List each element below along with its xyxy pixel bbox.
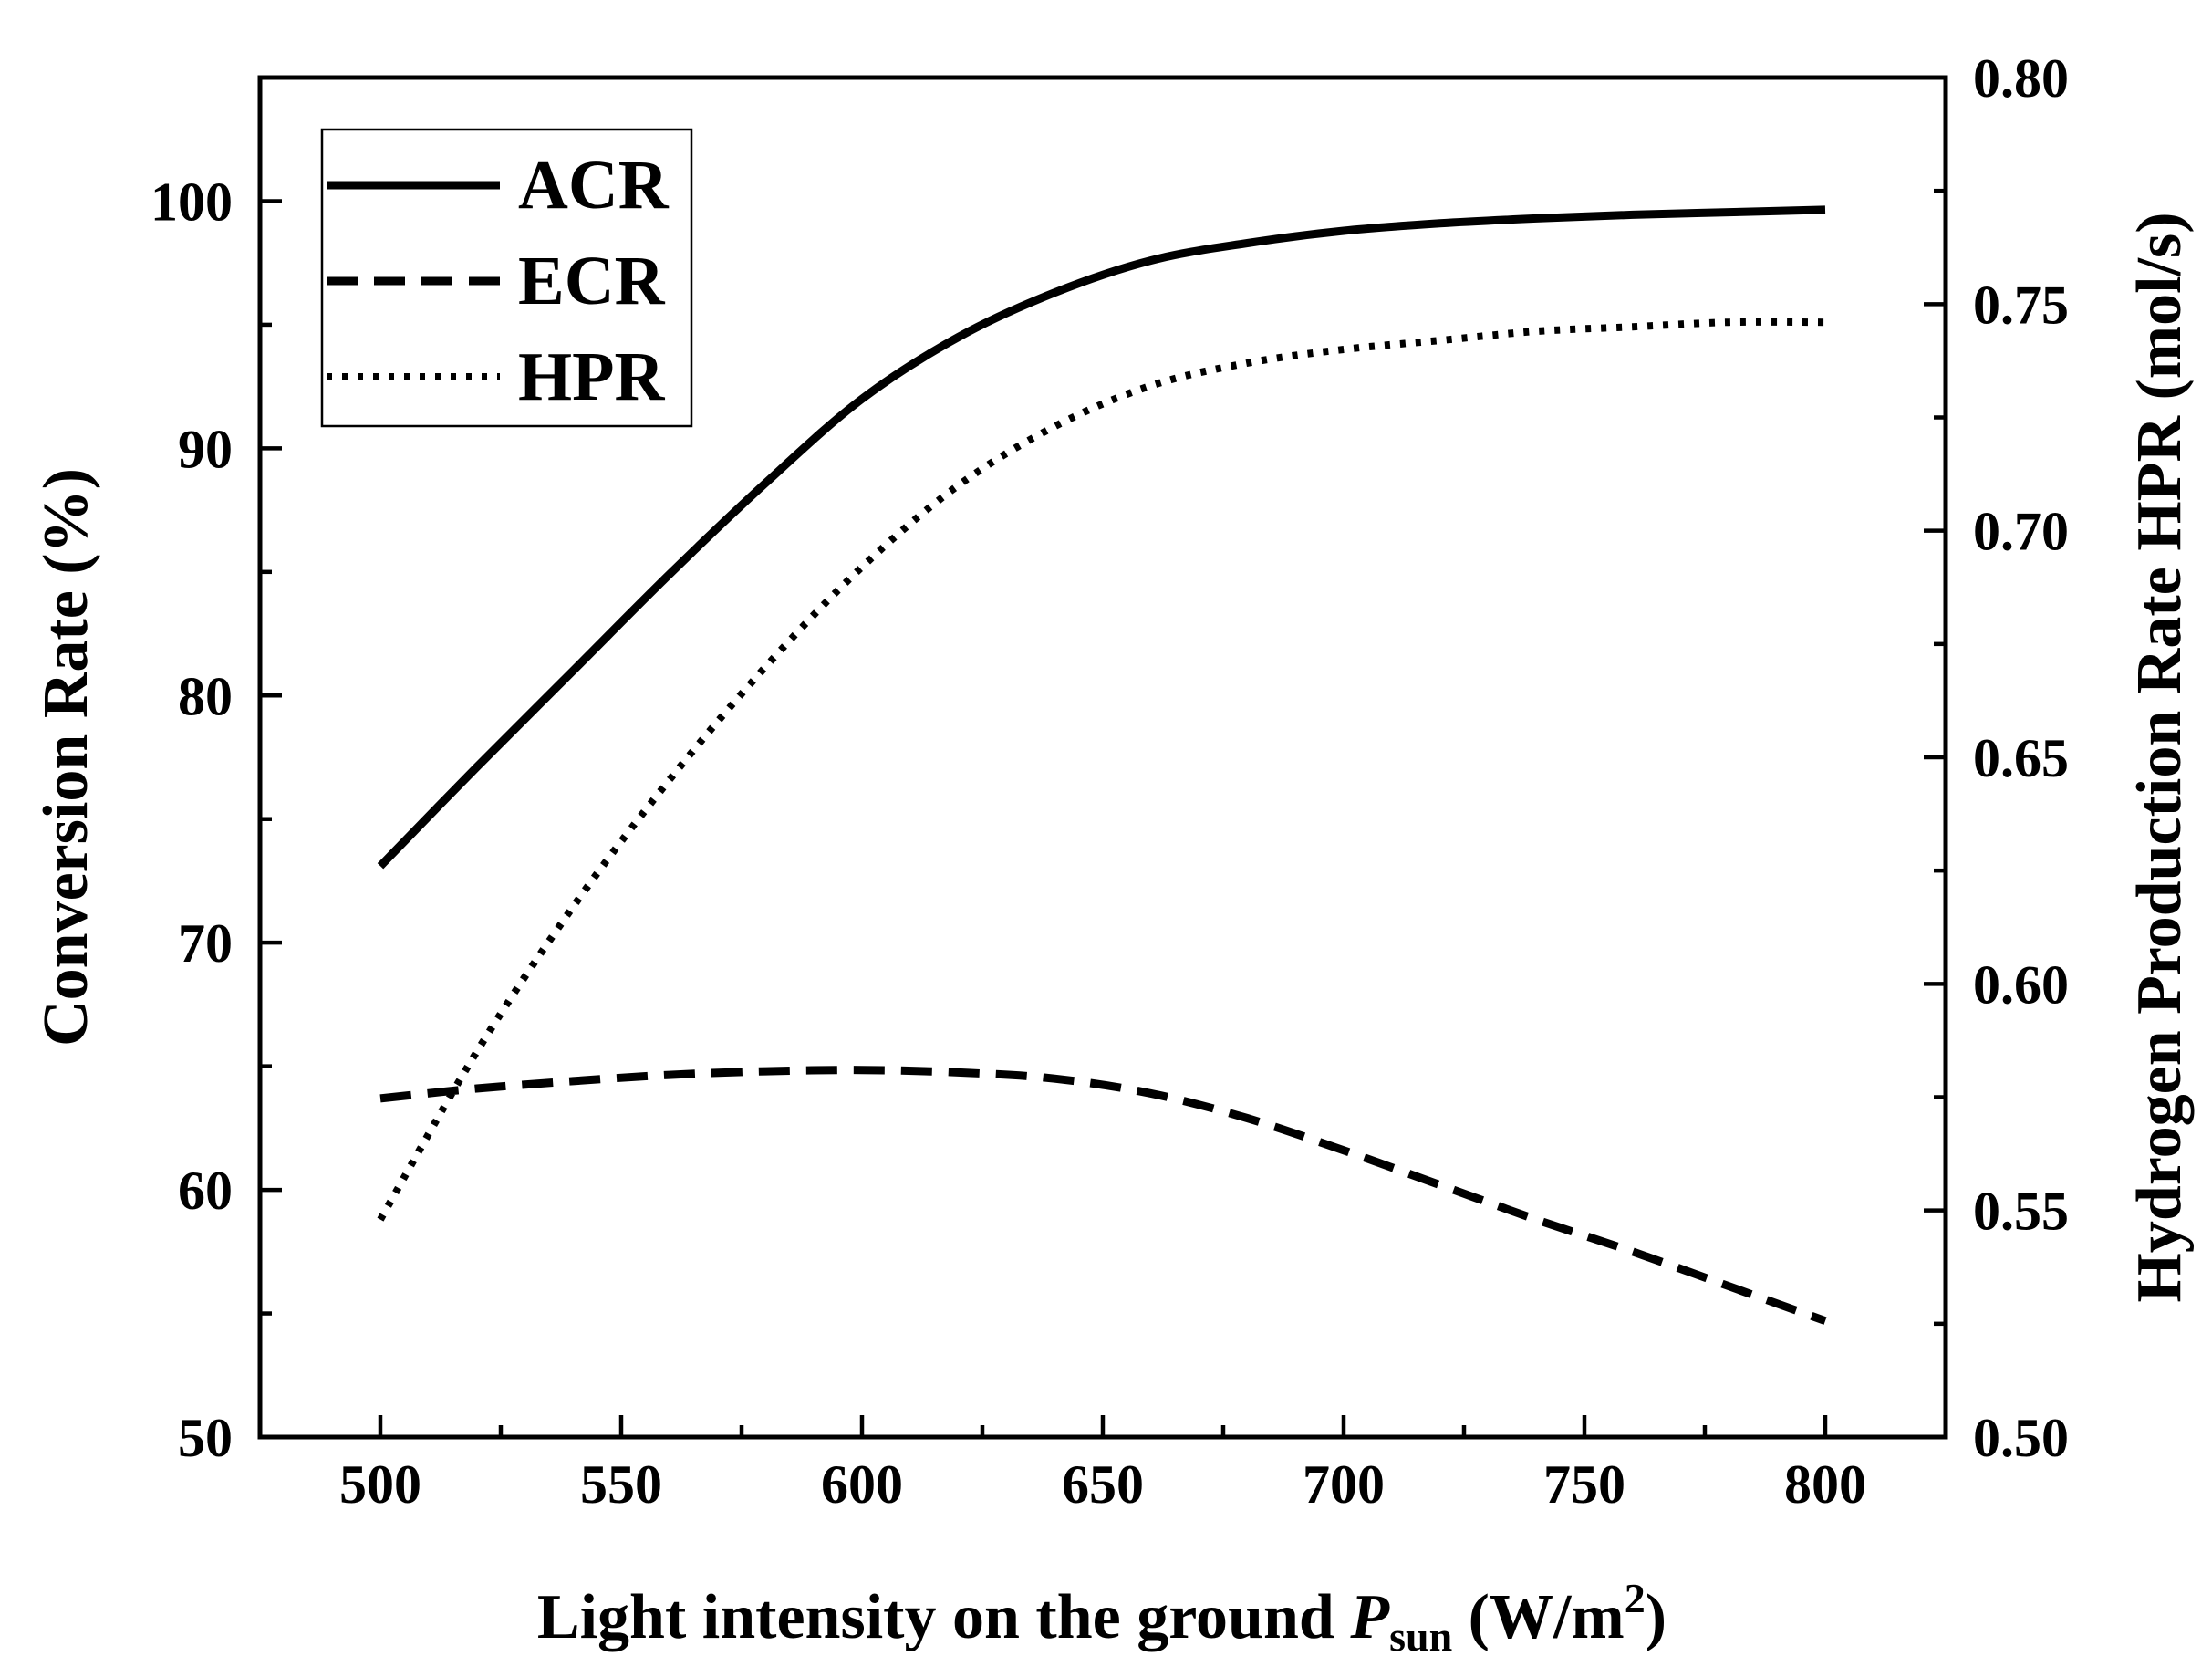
x-tick-label: 750: [1543, 1454, 1625, 1515]
y-left-tick-label: 80: [178, 666, 233, 726]
x-tick-label: 500: [339, 1454, 421, 1515]
x-axis-title-units: (W/m: [1452, 1582, 1625, 1652]
series-line-ecr: [379, 1066, 1827, 1325]
x-tick-label: 550: [580, 1454, 662, 1515]
y-axis-right-title: Hydrogen Production Rate HPR (mol/s): [2124, 212, 2195, 1302]
legend-label-hpr: HPR: [518, 339, 666, 415]
x-tick-label: 600: [821, 1454, 903, 1515]
y-right-tick-label: 0.60: [1973, 954, 2069, 1015]
y-right-tick-label: 0.70: [1973, 502, 2069, 562]
x-axis-title-symbol: P: [1349, 1582, 1390, 1652]
y-right-tick-label: 0.55: [1973, 1182, 2069, 1242]
x-tick-label: 800: [1784, 1454, 1866, 1515]
y-left-tick-label: 70: [178, 913, 233, 974]
y-axis-left-title: Conversion Rate (%): [31, 468, 101, 1047]
y-right-tick-label: 0.65: [1973, 728, 2069, 788]
y-right-tick-label: 0.50: [1973, 1408, 2069, 1468]
legend-label-acr: ACR: [518, 147, 670, 224]
legend: ACR ECR HPR: [320, 128, 693, 428]
y-left-tick-label: 50: [178, 1408, 233, 1468]
x-tick-label: 650: [1062, 1454, 1144, 1515]
y-left-tick-label: 90: [178, 419, 233, 479]
legend-label-ecr: ECR: [518, 243, 666, 319]
y-left-tick-label: 60: [178, 1161, 233, 1221]
x-axis-title-close: ): [1646, 1582, 1667, 1652]
x-axis-title-subscript: sun: [1389, 1613, 1452, 1660]
series-line-acr: [377, 205, 1826, 870]
y-right-tick-label: 0.80: [1973, 48, 2069, 109]
x-axis-title-prefix: Light intensity on the ground: [537, 1582, 1350, 1652]
x-axis-title: Light intensity on the ground Psun (W/m2…: [537, 1575, 1667, 1660]
y-right-tick-label: 0.75: [1973, 275, 2069, 335]
x-axis-title-superscript: 2: [1625, 1575, 1646, 1621]
y-left-tick-label: 100: [151, 172, 233, 232]
x-tick-label: 700: [1303, 1454, 1385, 1515]
